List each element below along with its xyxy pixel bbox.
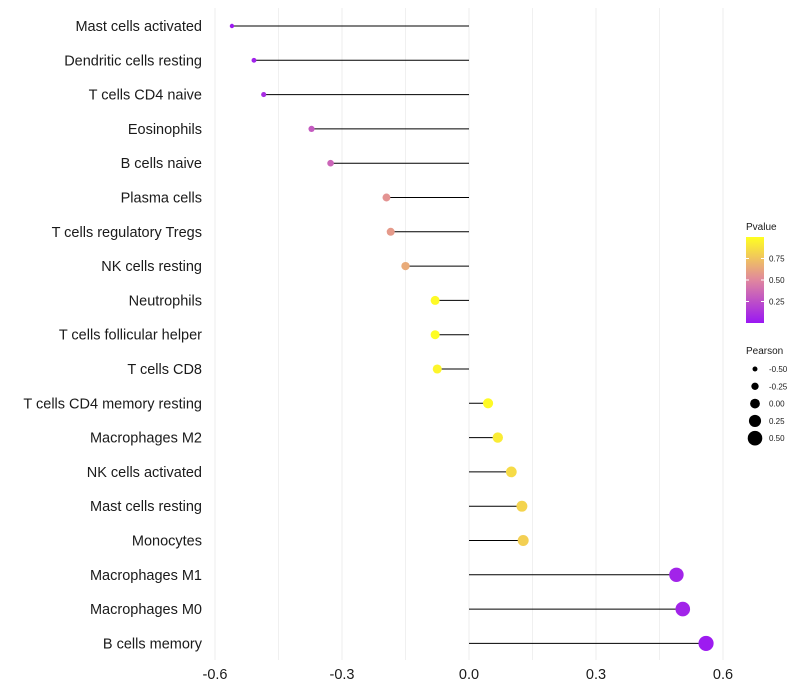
lollipop-point: [505, 466, 517, 478]
lollipop-point: [482, 398, 494, 409]
x-tick-label: 0.0: [459, 667, 479, 683]
x-axis-ticks: -0.6 -0.3 0.0 0.3 0.6: [203, 667, 734, 683]
category-label: T cells CD4 memory resting: [23, 396, 202, 412]
size-key-label: 0.00: [769, 400, 785, 409]
category-label: Plasma cells: [121, 191, 202, 207]
lollipop-point: [669, 567, 684, 583]
category-label: Monocytes: [132, 534, 202, 550]
size-key-point: [752, 366, 758, 372]
size-key-point: [751, 382, 759, 390]
lollipop-point: [401, 261, 410, 271]
category-label: B cells memory: [103, 636, 203, 652]
legend-pearson: Pearson -0.50 -0.25 0.00 0.25 0.50: [746, 346, 788, 446]
size-key-point: [748, 414, 762, 427]
lollipop-point: [698, 635, 714, 651]
lollipop-point: [492, 432, 503, 443]
lollipop-point: [261, 92, 267, 98]
category-label: Macrophages M0: [90, 602, 202, 618]
x-tick-label: -0.6: [203, 667, 228, 683]
size-key-point: [750, 398, 760, 409]
size-key-label: 0.50: [769, 434, 785, 443]
category-label: B cells naive: [121, 156, 202, 172]
size-key-point: [747, 430, 763, 446]
category-label: T cells CD4 naive: [89, 88, 202, 104]
pvalue-colorbar: [746, 237, 764, 323]
lollipop-point: [430, 330, 440, 340]
lollipop-point: [517, 535, 529, 546]
lollipop-point: [675, 601, 691, 617]
size-key-label: -0.50: [769, 365, 788, 374]
colorbar-label: 0.25: [769, 298, 785, 307]
lollipop-point: [251, 57, 257, 63]
segment-layer: [231, 25, 707, 644]
lollipop-point: [327, 159, 334, 167]
lollipop-point: [386, 227, 395, 236]
legend-pvalue: Pvalue 0.25 0.50 0.75: [746, 222, 785, 323]
lollipop-point: [382, 193, 391, 202]
category-label: T cells CD8: [127, 362, 202, 378]
category-label: Neutrophils: [129, 293, 202, 309]
grid-layer: [214, 8, 724, 660]
colorbar-label: 0.75: [769, 255, 785, 264]
category-label: Macrophages M1: [90, 568, 202, 584]
colorbar-label: 0.50: [769, 276, 785, 285]
lollipop-point: [229, 23, 235, 29]
category-label: T cells regulatory Tregs: [52, 225, 202, 241]
x-tick-label: 0.3: [586, 667, 606, 683]
category-labels: Mast cells activated Dendritic cells rest…: [23, 19, 202, 652]
legend-pvalue-title: Pvalue: [746, 222, 777, 233]
category-label: Mast cells resting: [90, 499, 202, 515]
category-label: NK cells activated: [87, 465, 202, 481]
x-tick-label: 0.6: [713, 667, 733, 683]
category-label: NK cells resting: [101, 259, 202, 275]
size-key-label: 0.25: [769, 417, 785, 426]
x-tick-label: -0.3: [330, 667, 355, 683]
lollipop-point: [308, 125, 315, 132]
size-key-label: -0.25: [769, 382, 788, 391]
lollipop-point: [430, 295, 440, 305]
category-label: Eosinophils: [128, 122, 202, 138]
legend-pearson-title: Pearson: [746, 346, 783, 357]
category-label: Mast cells activated: [75, 19, 202, 35]
category-label: Macrophages M2: [90, 431, 202, 447]
category-label: Dendritic cells resting: [64, 53, 202, 69]
lollipop-point: [432, 364, 442, 374]
lollipop-point: [516, 500, 528, 512]
category-label: T cells follicular helper: [59, 328, 202, 344]
point-layer: [229, 23, 714, 651]
